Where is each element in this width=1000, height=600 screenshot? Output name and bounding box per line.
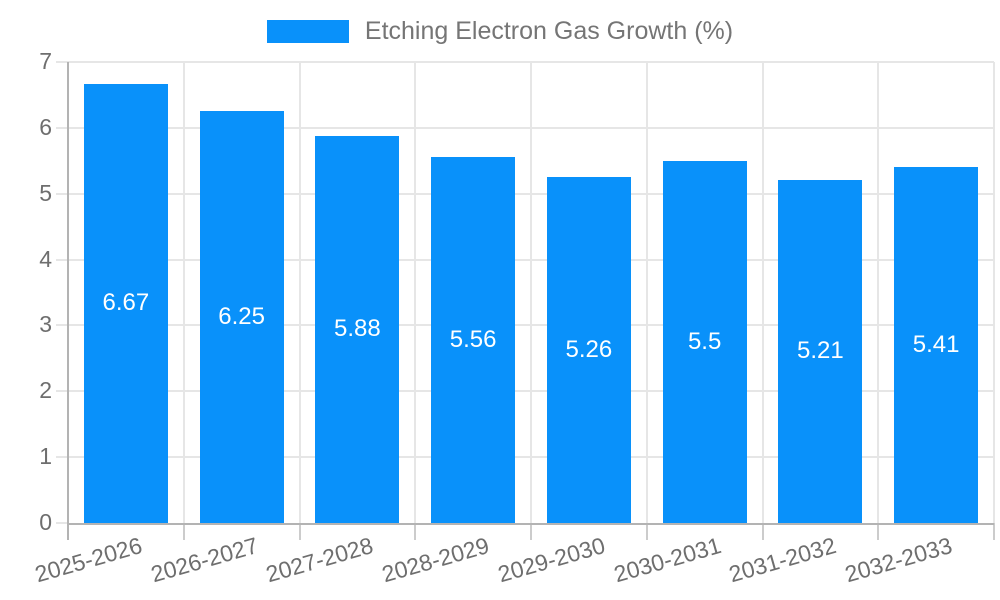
- x-axis-line: [68, 523, 994, 525]
- v-gridline: [645, 62, 648, 523]
- h-gridline: [56, 456, 994, 459]
- x-tick-label: 2031-2032: [726, 532, 840, 588]
- bar: [894, 166, 979, 523]
- h-gridline: [56, 258, 994, 261]
- x-tick-label: 2030-2031: [610, 532, 724, 588]
- y-tick-label: 4: [39, 245, 52, 272]
- x-axis-tick: [877, 523, 880, 540]
- chart-legend: Etching Electron Gas Growth (%): [0, 17, 1000, 46]
- x-axis-tick: [761, 523, 764, 540]
- y-tick-label: 2: [39, 377, 52, 404]
- bar: [431, 156, 516, 523]
- v-gridline: [761, 62, 764, 523]
- v-gridline: [877, 62, 880, 523]
- bar-value-label: 5.56: [449, 325, 497, 353]
- bar-value-label: 5.21: [797, 337, 844, 365]
- bar: [83, 83, 168, 523]
- v-gridline: [298, 62, 301, 523]
- bar-value-label: 5.5: [687, 327, 722, 355]
- y-tick-label: 5: [39, 179, 52, 206]
- bar: [199, 111, 284, 523]
- y-tick-label: 7: [39, 48, 52, 74]
- h-gridline: [56, 61, 994, 63]
- y-axis-tick: [56, 522, 68, 524]
- h-gridline: [56, 324, 994, 327]
- bar-value-label: 5.41: [912, 330, 960, 358]
- bar: [546, 176, 631, 523]
- bar: [662, 160, 747, 523]
- bar: [315, 135, 400, 523]
- v-gridline: [993, 62, 995, 523]
- x-axis-tick: [182, 523, 185, 540]
- legend-swatch-icon: [266, 20, 349, 43]
- bar: [778, 179, 863, 523]
- x-axis-tick: [993, 523, 995, 540]
- y-tick-label: 0: [39, 509, 52, 535]
- x-tick-label: 2026-2027: [147, 532, 261, 588]
- bar-value-label: 5.88: [334, 315, 381, 343]
- x-axis-tick: [414, 523, 417, 540]
- h-gridline: [56, 390, 994, 393]
- x-tick-label: 2025-2026: [31, 532, 145, 588]
- h-gridline: [56, 192, 994, 195]
- v-gridline: [414, 62, 417, 523]
- legend-label: Etching Electron Gas Growth (%): [364, 17, 734, 45]
- x-tick-label: 2029-2030: [494, 532, 608, 588]
- bar-value-label: 6.67: [102, 289, 150, 317]
- x-axis-tick: [530, 523, 532, 540]
- bar-value-label: 6.25: [218, 303, 265, 331]
- v-gridline: [182, 62, 185, 523]
- h-gridline: [56, 126, 994, 129]
- x-tick-label: 2032-2033: [842, 532, 956, 588]
- y-tick-label: 1: [39, 443, 52, 470]
- v-gridline: [530, 62, 532, 523]
- y-tick-label: 3: [39, 311, 52, 338]
- y-axis-line: [67, 62, 69, 540]
- x-tick-label: 2028-2029: [379, 532, 493, 588]
- x-axis-tick: [645, 523, 648, 540]
- x-tick-label: 2027-2028: [263, 532, 377, 588]
- y-tick-label: 6: [39, 113, 52, 140]
- bar-value-label: 5.26: [565, 335, 613, 363]
- x-axis-tick: [298, 523, 301, 540]
